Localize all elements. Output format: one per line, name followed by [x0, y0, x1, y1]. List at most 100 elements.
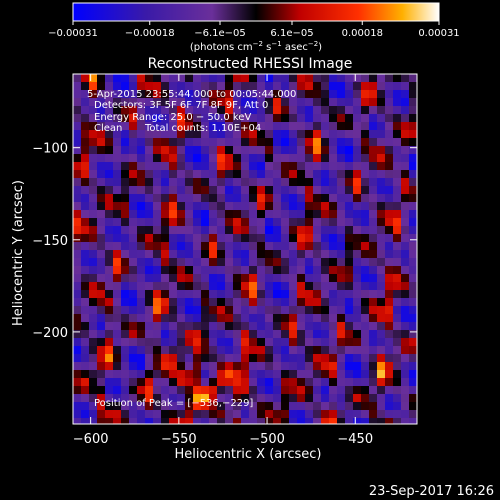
heatmap-cell [361, 114, 369, 122]
heatmap-cell [225, 362, 233, 370]
heatmap-cell [345, 378, 353, 386]
heatmap-cell [97, 122, 105, 130]
heatmap-cell [337, 306, 345, 314]
heatmap-cell [129, 146, 137, 154]
heatmap-cell [73, 306, 81, 314]
heatmap-cell [377, 218, 385, 226]
heatmap-cell [113, 346, 121, 354]
heatmap-cell [289, 74, 297, 82]
heatmap-cell [201, 170, 209, 178]
heatmap-cell [241, 354, 249, 362]
heatmap-cell [209, 226, 217, 234]
heatmap-cell [241, 202, 249, 210]
heatmap-cell [137, 290, 145, 298]
heatmap-cell [345, 130, 353, 138]
heatmap-cell [193, 274, 201, 282]
heatmap-cell [337, 266, 345, 274]
heatmap-cell [241, 266, 249, 274]
heatmap-cell [113, 282, 121, 290]
heatmap-cell [289, 154, 297, 162]
heatmap-cell [105, 258, 113, 266]
heatmap-cell [225, 74, 233, 82]
heatmap-cell [345, 74, 353, 82]
heatmap-cell [369, 410, 377, 418]
heatmap-cell [241, 154, 249, 162]
heatmap-cell [153, 370, 161, 378]
heatmap-cell [409, 362, 417, 370]
heatmap-cell [265, 154, 273, 162]
heatmap-cell [273, 266, 281, 274]
heatmap-cell [273, 234, 281, 242]
heatmap-cell [361, 122, 369, 130]
heatmap-cell [257, 154, 265, 162]
heatmap-cell [337, 90, 345, 98]
heatmap-cell [145, 330, 153, 338]
heatmap-cell [137, 170, 145, 178]
heatmap-cell [313, 178, 321, 186]
heatmap-cell [97, 114, 105, 122]
heatmap-cell [361, 194, 369, 202]
heatmap-cell [105, 146, 113, 154]
heatmap-cell [361, 394, 369, 402]
heatmap-cell [121, 194, 129, 202]
heatmap-cell [73, 242, 81, 250]
heatmap-cell [249, 282, 257, 290]
heatmap-cell [265, 386, 273, 394]
heatmap-cell [217, 138, 225, 146]
heatmap-cell [369, 178, 377, 186]
y-axis-label: Heliocentric Y (arcsec) [11, 180, 26, 326]
heatmap-cell [353, 282, 361, 290]
heatmap-cell [73, 98, 81, 106]
heatmap-cell [209, 146, 217, 154]
heatmap-cell [209, 274, 217, 282]
heatmap-cell [249, 210, 257, 218]
heatmap-cell [81, 210, 89, 218]
heatmap-cell [137, 130, 145, 138]
heatmap-cell [249, 138, 257, 146]
heatmap-cell [193, 154, 201, 162]
heatmap-cell [321, 394, 329, 402]
heatmap-cell [321, 194, 329, 202]
heatmap-cell [233, 210, 241, 218]
heatmap-cell [321, 370, 329, 378]
heatmap-cell [121, 290, 129, 298]
heatmap-cell [393, 306, 401, 314]
heatmap-cell [353, 130, 361, 138]
heatmap-cell [81, 74, 89, 82]
total-counts-text: Total counts: 1.10E+04 [144, 123, 261, 134]
heatmap-cell [353, 346, 361, 354]
heatmap-cell [169, 146, 177, 154]
heatmap-cell [73, 418, 81, 424]
heatmap-cell [73, 106, 81, 114]
heatmap-cell [185, 266, 193, 274]
heatmap-cell [177, 370, 185, 378]
heatmap-cell [265, 146, 273, 154]
heatmap-cell [305, 170, 313, 178]
heatmap-cell [145, 82, 153, 90]
heatmap-cell [169, 226, 177, 234]
heatmap-cell [161, 258, 169, 266]
heatmap-cell [361, 306, 369, 314]
heatmap-cell [137, 394, 145, 402]
heatmap-cell [273, 314, 281, 322]
heatmap-cell [361, 330, 369, 338]
heatmap-cell [169, 250, 177, 258]
heatmap-cell [297, 410, 305, 418]
heatmap-cell [193, 74, 201, 82]
heatmap-cell [201, 106, 209, 114]
heatmap-cell [153, 162, 161, 170]
heatmap-cell [105, 122, 113, 130]
heatmap-cell [137, 362, 145, 370]
heatmap-cell [113, 194, 121, 202]
heatmap-cell [281, 418, 289, 424]
heatmap-cell [409, 338, 417, 346]
heatmap-cell [121, 82, 129, 90]
heatmap-cell [193, 282, 201, 290]
heatmap-cell [121, 306, 129, 314]
heatmap-cell [177, 130, 185, 138]
heatmap-cell [201, 218, 209, 226]
heatmap-cell [169, 74, 177, 82]
heatmap-cell [337, 130, 345, 138]
heatmap-cell [113, 274, 121, 282]
heatmap-cell [385, 98, 393, 106]
